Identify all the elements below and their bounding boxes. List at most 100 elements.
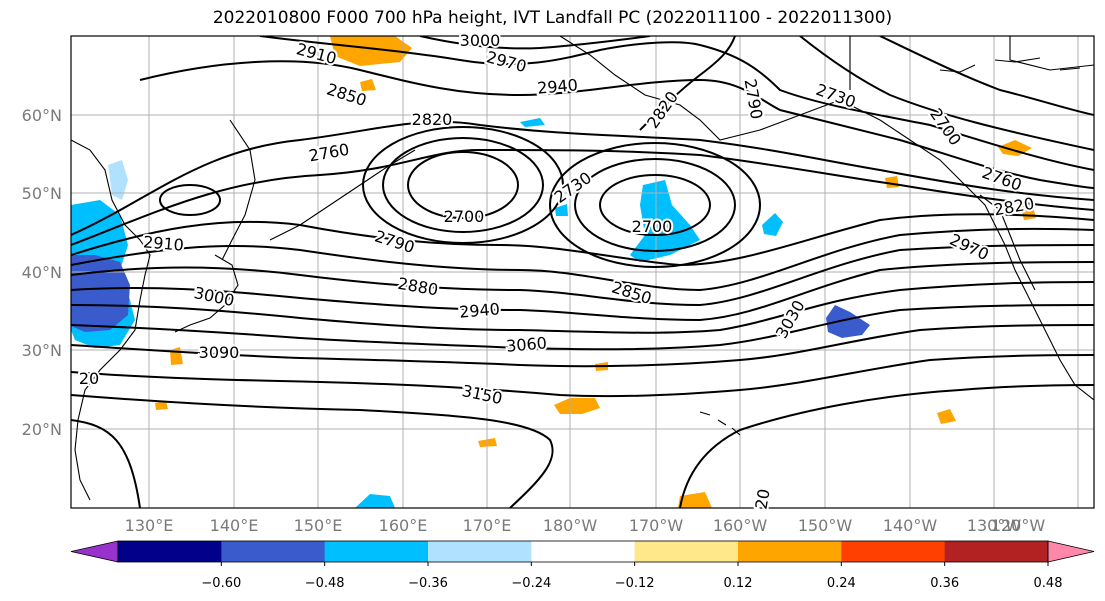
contour-line <box>71 227 1094 292</box>
contour-label: 2700 <box>926 105 965 149</box>
contour-line <box>71 148 1094 246</box>
lon-label: 140°E <box>210 516 259 535</box>
contour-line <box>799 36 1094 151</box>
contour-label: 2790 <box>741 77 767 120</box>
contour-label: 3030 <box>772 297 809 342</box>
contour-low-west <box>407 151 519 219</box>
ivt-shading <box>71 36 1036 508</box>
contour-line <box>879 36 1094 116</box>
lon-label: 150°W <box>798 516 853 535</box>
map-frame <box>70 35 1095 509</box>
contour-low-kuril <box>159 184 221 216</box>
colorbar-tick-label: 0.24 <box>827 576 856 591</box>
contour-line <box>639 36 736 131</box>
colorbar-segment <box>634 541 739 562</box>
ivt-negative-region <box>826 305 870 338</box>
ivt-negative-region <box>108 160 128 200</box>
contour-label-group: 2910 300029702940285028202760270027302790… <box>77 29 1038 513</box>
ivt-negative-region <box>355 494 395 508</box>
contour-line <box>71 324 1094 368</box>
lat-label: 30°N <box>22 341 62 360</box>
lon-label: 170°W <box>629 516 684 535</box>
contour-label: 20 <box>751 487 773 510</box>
ivt-positive-region <box>330 36 412 66</box>
coastline-na-west <box>979 194 1036 291</box>
colorbar-tick-label: −0.36 <box>408 576 448 591</box>
lon-label: 160°W <box>713 516 768 535</box>
hawaii-islands <box>699 411 741 436</box>
contour-label: 2730 <box>551 168 595 207</box>
contour-label: 2910 <box>142 232 184 254</box>
contour-label: 2940 <box>458 299 500 321</box>
contour-low-east <box>574 158 736 252</box>
contour-label: 2820 <box>412 110 453 129</box>
contour-low-west <box>382 137 544 233</box>
colorbar-segment <box>324 541 429 562</box>
contour-line <box>71 281 1094 334</box>
lon-label: 150°E <box>294 516 343 535</box>
colorbar: −0.60 −0.48 −0.36 −0.24 −0.12 0.12 0.24 0.36 0.4… <box>70 540 1095 591</box>
lat-label: 60°N <box>22 106 62 125</box>
contour-label: 3060 <box>505 333 547 355</box>
ivt-negative-region <box>762 213 783 236</box>
contour-label: 2970 <box>484 47 528 76</box>
ivt-positive-region <box>155 401 168 410</box>
graticule <box>71 36 1094 508</box>
lon-label: 130°E <box>125 516 174 535</box>
lon-label: 170°E <box>463 516 512 535</box>
ivt-positive-region <box>360 79 376 91</box>
coastline-aleutians <box>269 149 416 241</box>
colorbar-extend-low <box>70 540 119 563</box>
lat-label: 20°N <box>22 420 62 439</box>
colorbar-tick-label: 0.48 <box>1034 576 1063 591</box>
colorbar-segment <box>841 541 946 562</box>
contour-label: 20 <box>79 369 99 388</box>
ivt-positive-region <box>554 398 600 414</box>
ivt-negative-region <box>555 204 568 216</box>
contour-line <box>71 261 1094 322</box>
colorbar-outline <box>117 540 1049 563</box>
contour-label: 2700 <box>632 217 673 236</box>
ivt-negative-region <box>71 255 130 332</box>
contour-line <box>71 354 1094 398</box>
contour-label: 3150 <box>460 381 504 408</box>
coastline-asia <box>71 139 151 501</box>
coastline-kamchatka <box>221 119 256 261</box>
lat-label: 50°N <box>22 184 62 203</box>
ivt-positive-region <box>885 176 899 188</box>
colorbar-segment <box>738 541 842 562</box>
colorbar-tick-label: −0.60 <box>201 576 241 591</box>
lon-label: 120°W <box>991 516 1046 535</box>
contour-line <box>679 384 1094 508</box>
contour-line <box>71 304 1094 351</box>
contour-line <box>71 213 1094 267</box>
ivt-positive-region <box>678 492 712 508</box>
contour-low-east <box>599 174 711 236</box>
colorbar-tick-label: 0.36 <box>930 576 959 591</box>
colorbar-extend-high <box>1047 540 1095 563</box>
map-title: 2022010800 F000 700 hPa height, IVT Land… <box>212 8 893 28</box>
colorbar-tick-label: 0.12 <box>724 576 753 591</box>
scattered-coast <box>939 57 1081 73</box>
ivt-positive-region <box>937 409 956 424</box>
colorbar-tick-label: −0.12 <box>615 576 655 591</box>
contour-label: 2790 <box>372 226 417 257</box>
contour-label: 2700 <box>444 207 485 226</box>
contour-label: 2940 <box>536 75 578 97</box>
colorbar-segment <box>221 541 326 562</box>
contour-line <box>419 36 651 50</box>
longitude-axis: 130°E 140°E 150°E 160°E 170°E 180°W 170°… <box>125 516 1046 535</box>
latitude-axis: 60°N 50°N 40°N 30°N 20°N <box>22 106 62 439</box>
lat-label: 40°N <box>22 263 62 282</box>
border-line <box>849 36 1094 90</box>
contour-line <box>71 394 554 508</box>
colorbar-tick-label: −0.24 <box>511 576 551 591</box>
contour-label: 3000 <box>460 31 501 50</box>
colorbar-segment <box>531 541 636 562</box>
contour-label: 2850 <box>609 277 654 308</box>
height-contours <box>71 36 1094 508</box>
contour-label: 2970 <box>947 230 992 264</box>
colorbar-segment <box>118 541 222 562</box>
ivt-negative-region <box>630 180 700 262</box>
